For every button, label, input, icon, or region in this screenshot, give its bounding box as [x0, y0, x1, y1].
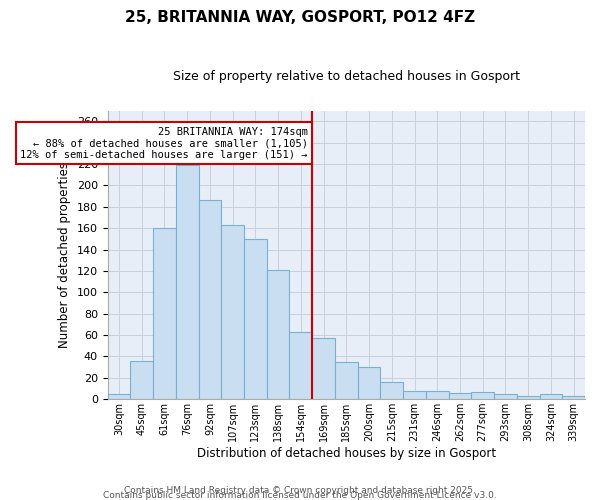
Bar — [380, 382, 403, 399]
Bar — [335, 362, 358, 399]
Bar — [403, 390, 426, 399]
Text: 25, BRITANNIA WAY, GOSPORT, PO12 4FZ: 25, BRITANNIA WAY, GOSPORT, PO12 4FZ — [125, 10, 475, 25]
Bar — [494, 394, 517, 399]
Bar — [312, 338, 335, 399]
Y-axis label: Number of detached properties: Number of detached properties — [58, 162, 71, 348]
X-axis label: Distribution of detached houses by size in Gosport: Distribution of detached houses by size … — [197, 447, 496, 460]
Bar — [267, 270, 289, 399]
Bar — [221, 225, 244, 399]
Title: Size of property relative to detached houses in Gosport: Size of property relative to detached ho… — [173, 70, 520, 83]
Bar — [153, 228, 176, 399]
Bar — [358, 367, 380, 399]
Bar — [199, 200, 221, 399]
Bar — [176, 165, 199, 399]
Text: 25 BRITANNIA WAY: 174sqm
← 88% of detached houses are smaller (1,105)
12% of sem: 25 BRITANNIA WAY: 174sqm ← 88% of detach… — [20, 126, 308, 160]
Bar — [472, 392, 494, 399]
Bar — [517, 396, 539, 399]
Text: Contains public sector information licensed under the Open Government Licence v3: Contains public sector information licen… — [103, 491, 497, 500]
Bar — [449, 393, 472, 399]
Bar — [426, 390, 449, 399]
Text: Contains HM Land Registry data © Crown copyright and database right 2025.: Contains HM Land Registry data © Crown c… — [124, 486, 476, 495]
Bar — [130, 360, 153, 399]
Bar — [289, 332, 312, 399]
Bar — [539, 394, 562, 399]
Bar — [562, 396, 585, 399]
Bar — [107, 394, 130, 399]
Bar — [244, 239, 267, 399]
